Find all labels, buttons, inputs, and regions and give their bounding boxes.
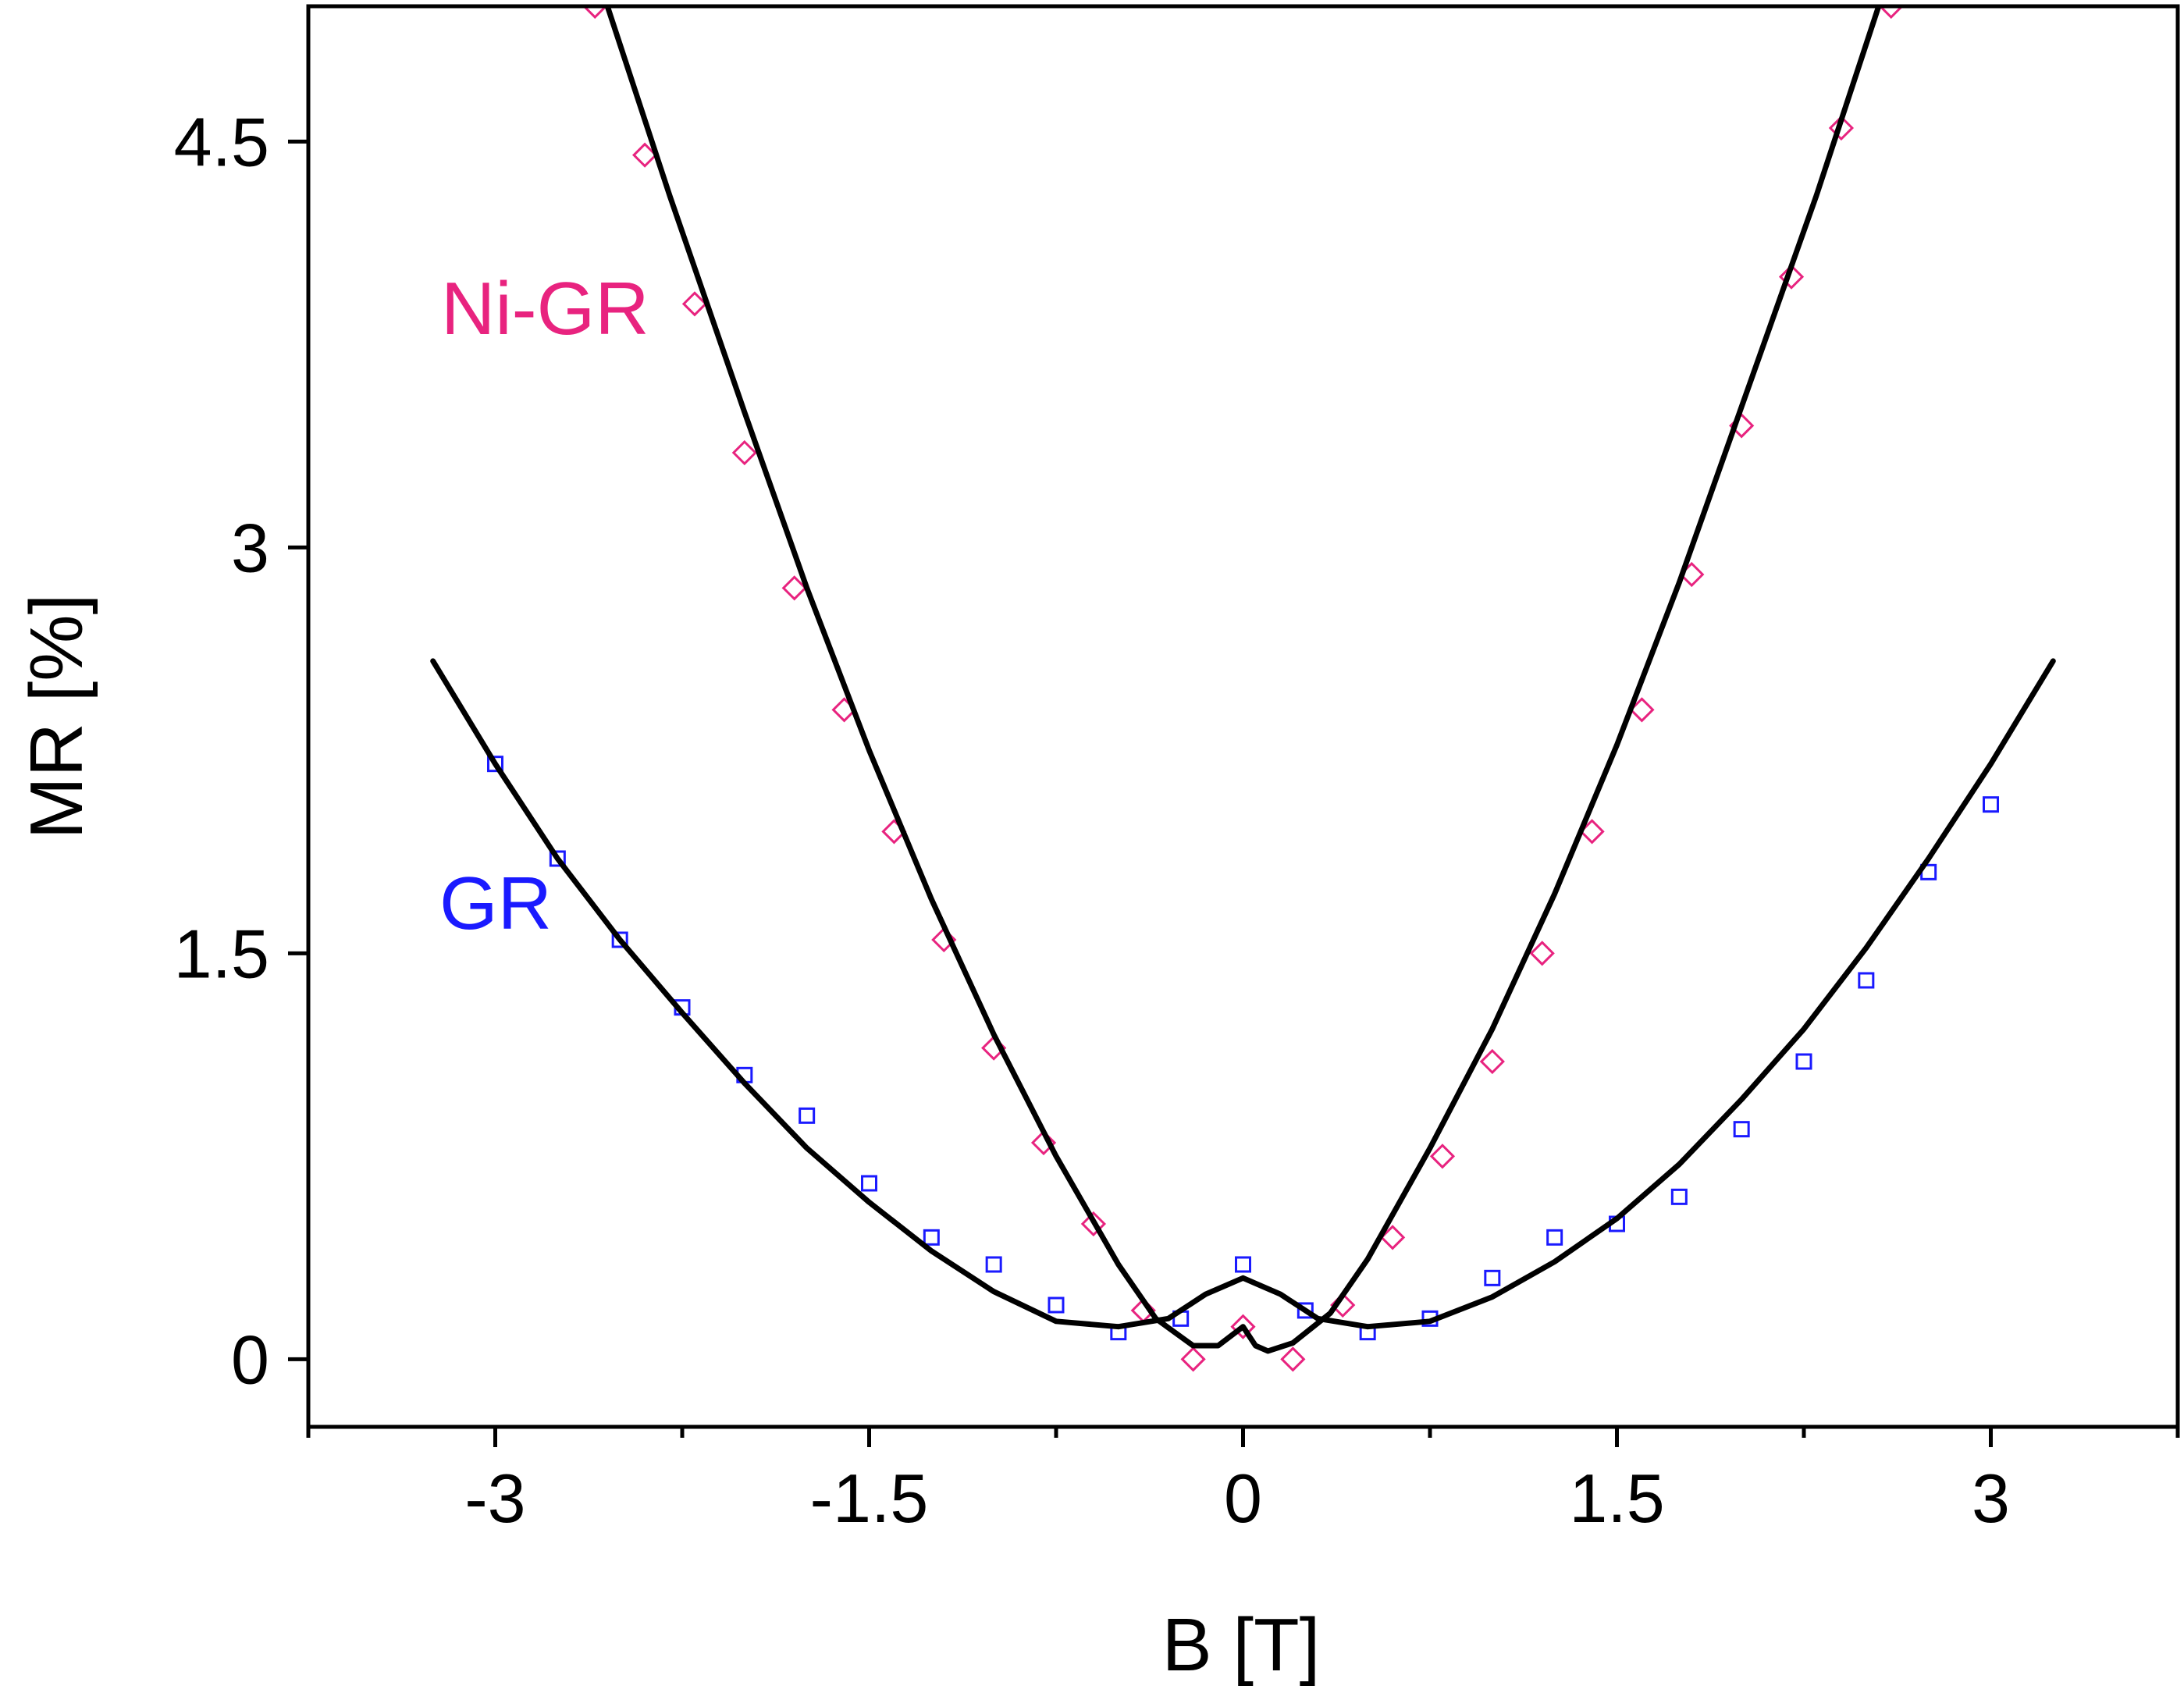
data-point xyxy=(1828,115,1855,141)
data-point xyxy=(1235,1256,1251,1273)
x-tick-label: -1.5 xyxy=(810,1460,929,1537)
y-tick-label: 1.5 xyxy=(174,915,269,992)
data-point xyxy=(1983,796,1999,813)
fit-curve-ni-gr xyxy=(604,6,1882,1354)
y-axis-ticks: 0 1.5 3 4.5 xyxy=(174,103,308,1398)
data-point xyxy=(1670,1188,1688,1205)
series-ni-gr xyxy=(582,6,1904,1372)
data-point xyxy=(985,1256,1002,1273)
data-point xyxy=(1080,1211,1107,1237)
data-point xyxy=(861,1175,877,1192)
data-point xyxy=(582,6,608,20)
y-tick-label: 3 xyxy=(231,509,269,586)
data-point xyxy=(1546,1229,1563,1246)
fit-curve-gr xyxy=(430,658,2056,1330)
data-point xyxy=(1529,941,1555,966)
data-point xyxy=(1795,1053,1812,1070)
x-tick-label: 0 xyxy=(1224,1460,1262,1537)
data-point xyxy=(1778,264,1805,290)
series-label-ni-gr: Ni-GR xyxy=(441,267,649,350)
data-point xyxy=(731,439,757,466)
x-axis-ticks: -3 -1.5 0 1.5 3 xyxy=(306,1427,2180,1537)
x-tick-label: 3 xyxy=(1972,1460,2010,1537)
data-point xyxy=(1297,1302,1314,1319)
y-axis-title: MR [%] xyxy=(15,594,98,840)
data-point xyxy=(1479,1048,1505,1075)
data-point xyxy=(923,1229,940,1246)
x-tick-label: 1.5 xyxy=(1569,1460,1664,1537)
series-label-gr: GR xyxy=(439,862,552,945)
data-point xyxy=(549,850,566,867)
data-point xyxy=(1180,1346,1206,1372)
data-point xyxy=(1379,1225,1406,1250)
fit-layer xyxy=(430,6,2056,1354)
data-point xyxy=(1048,1296,1065,1314)
data-point xyxy=(1280,1346,1306,1372)
data-point xyxy=(781,575,807,601)
data-point xyxy=(1484,1269,1501,1286)
data-point xyxy=(1858,972,1875,989)
x-tick-label: -3 xyxy=(464,1460,525,1537)
data-point xyxy=(1733,1121,1750,1138)
data-point xyxy=(1878,6,1904,20)
data-point xyxy=(611,931,628,948)
data-point xyxy=(799,1107,816,1124)
y-tick-label: 0 xyxy=(231,1321,269,1398)
data-point xyxy=(1429,1143,1456,1169)
data-point xyxy=(487,756,503,773)
data-point xyxy=(681,291,708,317)
y-tick-label: 4.5 xyxy=(174,103,269,180)
series-layer xyxy=(487,6,1999,1372)
data-point xyxy=(1030,1129,1057,1156)
data-point xyxy=(631,142,658,168)
x-axis-title: B [T] xyxy=(1162,1603,1321,1687)
data-point xyxy=(1230,1314,1256,1339)
